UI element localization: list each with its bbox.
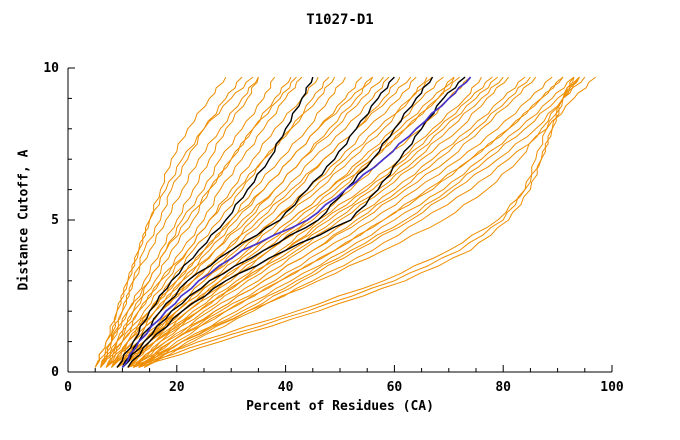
curve-orange-40	[100, 76, 254, 368]
curve-orange-39	[94, 76, 259, 368]
curve-orange-38	[94, 76, 297, 368]
curve-orange-44	[122, 76, 493, 368]
curve-black-4	[127, 76, 466, 368]
curve-orange-29	[133, 76, 580, 368]
x-tick-label: 60	[387, 380, 403, 395]
curve-orange-36	[100, 76, 373, 368]
x-tick-label: 20	[169, 380, 185, 395]
curve-orange-45	[127, 76, 531, 368]
curve-orange-5	[105, 76, 292, 368]
y-tick-label: 0	[51, 365, 59, 380]
curve-orange-7	[105, 76, 319, 368]
x-tick-label: 100	[600, 380, 624, 395]
x-tick-label: 80	[495, 380, 511, 395]
curve-orange-24	[138, 76, 553, 368]
curve-orange-33	[116, 76, 504, 368]
curve-orange-2	[100, 76, 243, 368]
curve-orange-31	[127, 76, 575, 368]
curve-blue	[121, 76, 472, 368]
curve-black-1	[116, 76, 314, 368]
curve-orange-42	[111, 76, 433, 368]
curve-orange-48	[116, 76, 461, 368]
chart-title: T1027-D1	[306, 12, 374, 28]
curve-orange-32	[133, 76, 580, 368]
curve-orange-10	[111, 76, 363, 368]
x-tick-label: 40	[278, 380, 294, 395]
x-axis-label: Percent of Residues (CA)	[246, 399, 434, 414]
curve-orange-27	[143, 76, 586, 368]
curve-orange-47	[138, 76, 580, 368]
curve-orange-28	[143, 76, 597, 368]
curve-orange-46	[132, 76, 564, 368]
curve-orange-4	[100, 76, 276, 368]
curve-orange-6	[105, 76, 303, 368]
curve-orange-3	[100, 76, 259, 368]
curve-orange-21	[132, 76, 509, 368]
curve-orange-34	[111, 76, 455, 368]
curve-orange-35	[105, 76, 412, 368]
curve-black-3	[121, 76, 434, 368]
curve-orange-8	[111, 76, 330, 368]
y-tick-label: 5	[51, 213, 59, 228]
curve-orange-30	[138, 76, 575, 368]
curve-black-2	[121, 76, 395, 368]
x-tick-label: 0	[64, 380, 72, 395]
curve-orange-23	[138, 76, 537, 368]
curve-orange-26	[143, 76, 575, 368]
curve-orange-37	[100, 76, 336, 368]
curve-orange-41	[105, 76, 384, 368]
y-tick-label: 10	[43, 61, 59, 76]
